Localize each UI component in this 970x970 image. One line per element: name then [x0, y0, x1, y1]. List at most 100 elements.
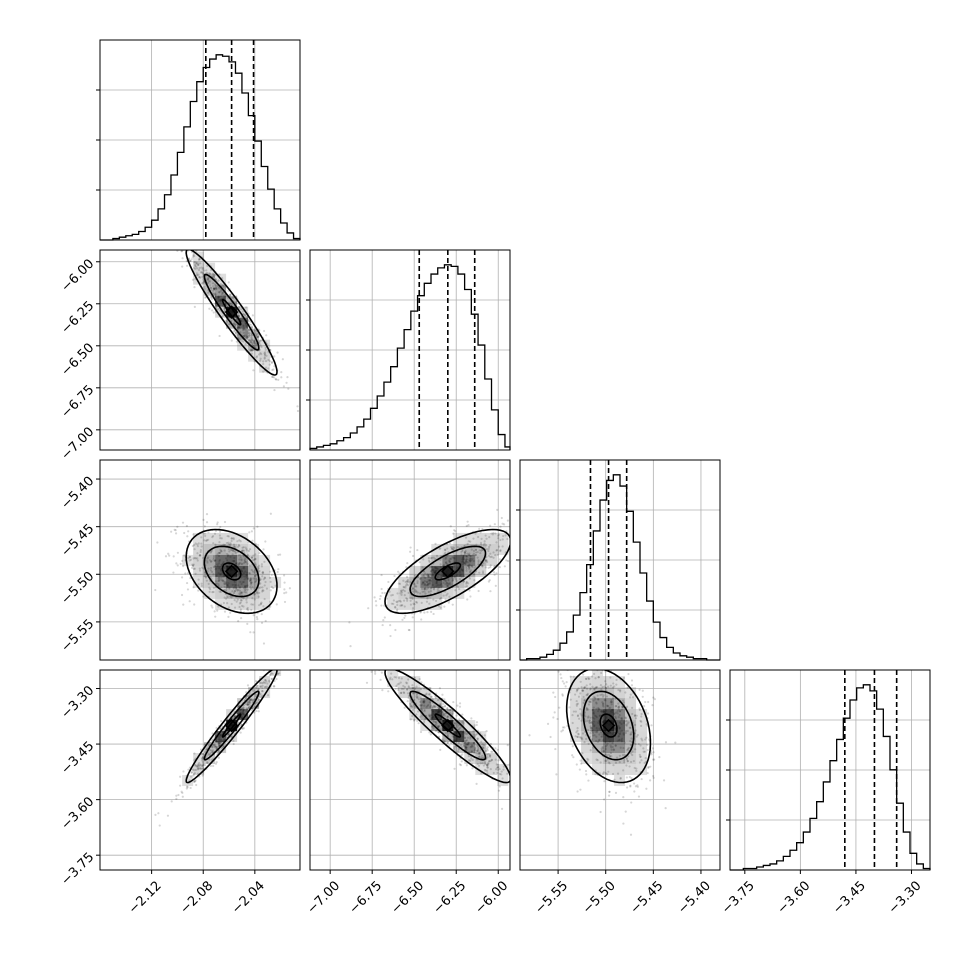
- density-cell: [237, 598, 249, 610]
- sample-point: [633, 714, 636, 717]
- sample-point: [240, 617, 243, 620]
- sample-point: [604, 686, 608, 690]
- sample-point: [510, 519, 512, 521]
- sample-point: [227, 733, 230, 736]
- sample-point: [360, 640, 362, 642]
- sample-point: [432, 587, 435, 590]
- sample-point: [270, 573, 273, 577]
- sample-point: [218, 534, 222, 537]
- sample-point: [601, 701, 604, 704]
- sample-point: [458, 578, 462, 581]
- sample-point: [652, 758, 655, 761]
- sample-point: [639, 724, 643, 727]
- sample-point: [225, 319, 229, 322]
- sample-point: [609, 701, 612, 704]
- sample-point: [619, 709, 622, 713]
- sample-point: [412, 602, 415, 605]
- sample-point: [444, 583, 447, 586]
- sample-point: [243, 328, 246, 331]
- sample-point: [556, 717, 559, 721]
- sample-point: [277, 654, 279, 656]
- sample-point: [445, 584, 449, 587]
- density-cell: [464, 753, 476, 765]
- sample-point: [608, 663, 610, 665]
- sample-point: [242, 340, 245, 343]
- sample-point: [489, 759, 492, 763]
- sample-point: [215, 287, 218, 290]
- sample-point: [506, 772, 509, 775]
- sample-point: [198, 761, 201, 765]
- sample-point: [601, 646, 603, 648]
- sample-point: [459, 764, 463, 767]
- sample-point: [594, 698, 597, 701]
- sample-point: [645, 736, 648, 739]
- sample-point: [588, 719, 591, 722]
- sample-point: [386, 656, 388, 658]
- density-cell: [259, 554, 271, 566]
- sample-point: [394, 628, 397, 632]
- sample-point: [199, 554, 202, 557]
- sample-point: [227, 615, 230, 618]
- sample-point: [512, 538, 514, 540]
- density-cell: [226, 598, 238, 610]
- sample-point: [249, 341, 252, 344]
- sample-point: [220, 746, 223, 749]
- sample-point: [242, 706, 245, 710]
- sample-point: [193, 266, 196, 269]
- sample-point: [405, 575, 409, 578]
- sample-point: [652, 751, 655, 754]
- sample-point: [406, 580, 409, 584]
- sample-point: [246, 562, 249, 565]
- sample-point: [481, 565, 484, 568]
- sample-point: [247, 706, 251, 709]
- sample-point: [636, 784, 639, 787]
- sample-point: [464, 732, 467, 735]
- sample-point: [436, 590, 439, 593]
- sample-point: [248, 564, 252, 567]
- sample-point: [248, 334, 251, 337]
- sample-point: [439, 563, 442, 566]
- sample-point: [206, 282, 210, 285]
- sample-point: [417, 722, 420, 725]
- panel-content: [154, 652, 289, 827]
- sample-point: [630, 679, 634, 682]
- sample-point: [453, 529, 456, 532]
- sample-point: [268, 673, 272, 677]
- sample-point: [179, 231, 181, 233]
- sample-point: [182, 603, 185, 606]
- sample-point: [602, 702, 605, 705]
- sample-point: [256, 332, 259, 335]
- sample-point: [481, 762, 484, 765]
- sample-point: [201, 757, 204, 760]
- density-cell: [193, 565, 205, 577]
- sample-point: [434, 696, 437, 700]
- sample-point: [473, 579, 476, 582]
- sample-point: [217, 744, 220, 747]
- sample-point: [287, 652, 289, 654]
- sample-point: [242, 331, 245, 335]
- sample-point: [600, 750, 604, 753]
- sample-point: [482, 744, 486, 747]
- sample-point: [465, 569, 468, 572]
- sample-point: [578, 768, 581, 771]
- sample-point: [263, 584, 266, 587]
- histogram-step-1: [309, 264, 511, 450]
- density-cell: [475, 565, 487, 577]
- sample-point: [240, 591, 243, 594]
- sample-point: [594, 686, 597, 689]
- sample-point: [194, 557, 198, 560]
- sample-point: [434, 721, 438, 724]
- sample-point: [413, 698, 416, 702]
- sample-point: [568, 706, 571, 709]
- sample-point: [257, 335, 260, 339]
- sample-point: [197, 268, 201, 272]
- sample-point: [472, 733, 475, 736]
- sample-point: [590, 738, 594, 741]
- sample-point: [199, 766, 202, 770]
- sample-point: [244, 333, 247, 336]
- sample-point: [230, 537, 233, 540]
- sample-point: [664, 807, 667, 810]
- sample-point: [497, 789, 501, 792]
- sample-point: [516, 792, 518, 794]
- sample-point: [259, 359, 262, 362]
